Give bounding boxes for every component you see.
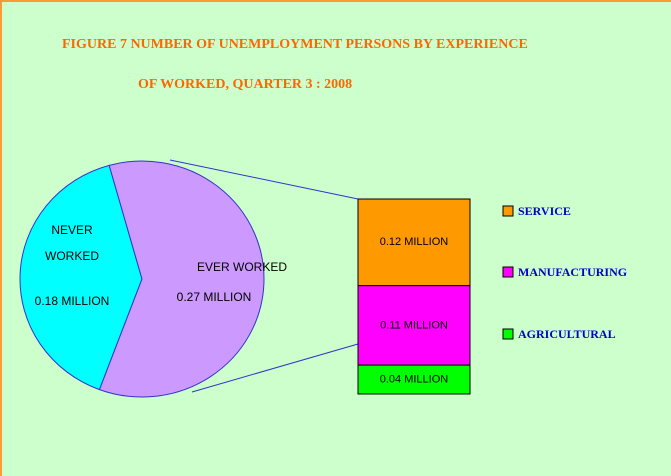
slice-value-label: 0.27 MILLION	[177, 290, 252, 304]
segment-label: 0.04 MILLION	[380, 373, 449, 385]
legend-swatch	[502, 205, 514, 217]
bar-segment	[357, 198, 471, 287]
legend-label: MANUFACTURING	[518, 265, 627, 279]
connector-line	[169, 159, 359, 200]
chart-title: FIGURE 7 NUMBER OF UNEMPLOYMENT PERSONS …	[62, 37, 528, 52]
slice-value-label: 0.18 MILLION	[35, 294, 110, 308]
slice-label: NEVER WORKED	[45, 223, 99, 263]
segment-label: 0.12 MILLION	[380, 236, 449, 248]
legend-label: AGRICULTURAL	[518, 327, 616, 341]
pie-slice	[98, 160, 265, 398]
bar-segment	[357, 364, 471, 395]
bar-segment	[357, 285, 471, 366]
slice-label: EVER WORKED	[196, 260, 287, 274]
segment-label: 0.11 MILLION	[380, 319, 448, 331]
legend-label: SERVICE	[518, 204, 571, 218]
legend-swatch	[502, 266, 514, 278]
pie-slice	[19, 164, 143, 391]
legend-swatch	[502, 328, 514, 340]
connector-line	[191, 343, 359, 393]
chart-title: OF WORKED, QUARTER 3 : 2008	[138, 77, 352, 92]
